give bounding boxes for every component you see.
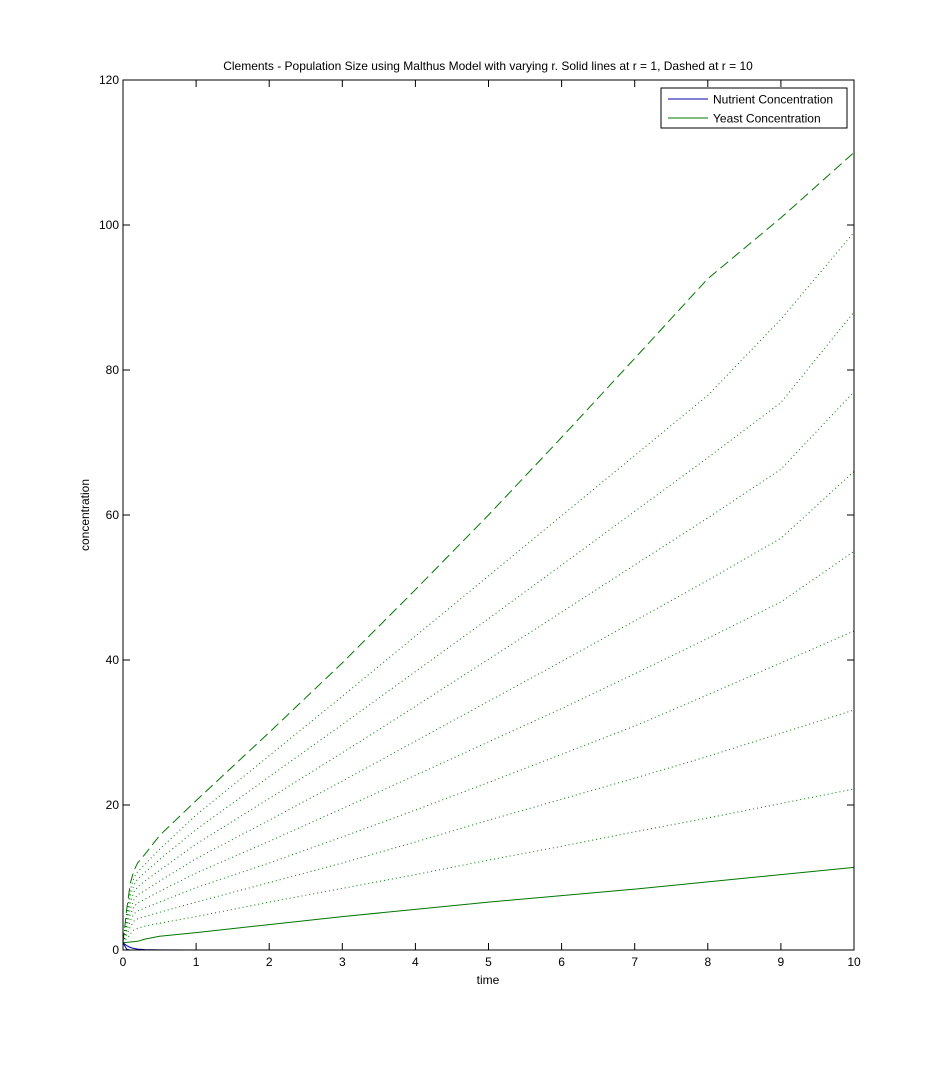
x-tick-label: 8 xyxy=(704,955,711,969)
y-axis-label: concentration xyxy=(78,479,92,551)
y-tick-label: 120 xyxy=(99,73,119,87)
x-tick-label: 9 xyxy=(778,955,785,969)
x-axis-label: time xyxy=(477,973,500,987)
x-tick-label: 5 xyxy=(485,955,492,969)
x-tick-label: 1 xyxy=(193,955,200,969)
series-line-yeast-r10 xyxy=(122,152,855,943)
y-tick-label: 60 xyxy=(106,508,120,522)
series-line-yeast-r2 xyxy=(122,788,855,944)
chart-title: Clements - Population Size using Malthus… xyxy=(223,59,753,73)
series-line-yeast-r5 xyxy=(122,550,855,943)
y-tick-label: 100 xyxy=(99,218,119,232)
series-line-yeast-r7 xyxy=(122,391,855,943)
y-tick-label: 0 xyxy=(112,943,119,957)
x-tick-label: 10 xyxy=(847,955,861,969)
legend: Nutrient Concentration Yeast Concentrati… xyxy=(660,87,848,129)
axes-frame xyxy=(122,79,855,951)
x-tick-label: 4 xyxy=(412,955,419,969)
x-tick-label: 0 xyxy=(120,955,127,969)
y-tick-label: 20 xyxy=(106,798,120,812)
series-line-yeast-r8 xyxy=(122,311,855,943)
legend-label-yeast: Yeast Concentration xyxy=(713,112,821,126)
legend-box xyxy=(660,87,848,129)
y-tick-label: 40 xyxy=(106,653,120,667)
series-line-yeast-r1 xyxy=(122,866,855,944)
x-tick-label: 7 xyxy=(631,955,638,969)
x-tick-label: 6 xyxy=(558,955,565,969)
x-tick-label: 2 xyxy=(266,955,273,969)
legend-label-nutrient: Nutrient Concentration xyxy=(713,93,833,107)
x-tick-label: 3 xyxy=(339,955,346,969)
series-line-yeast-r4 xyxy=(122,630,855,943)
series-line-yeast-r9 xyxy=(122,231,855,943)
y-tick-label: 80 xyxy=(106,363,120,377)
